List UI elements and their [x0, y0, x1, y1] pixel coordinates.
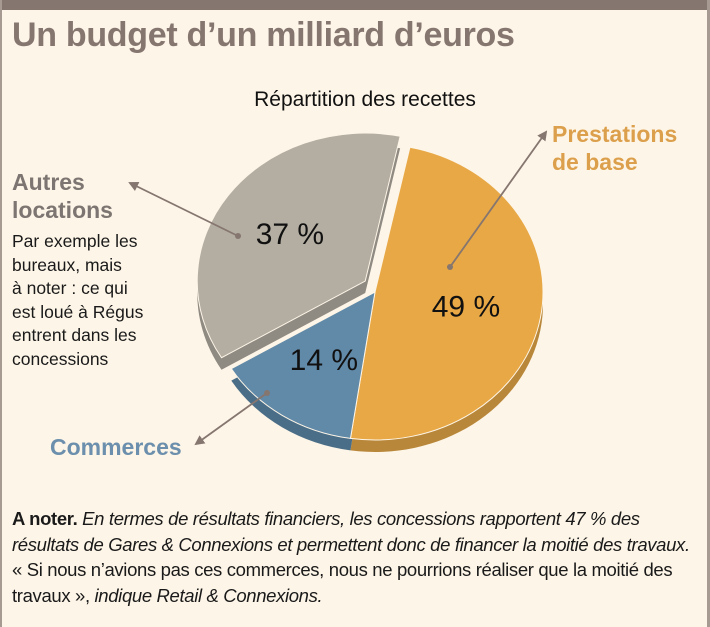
pie-label-prestations-de-base: 49 %: [432, 290, 500, 323]
arrow-prestations: [449, 130, 548, 268]
autres-description: Par exemple les bureaux, mais à noter : …: [12, 230, 192, 371]
desc-line: à noter : ce qui: [12, 278, 128, 298]
legend-prestations-line1: Prestations: [552, 121, 678, 147]
pie-label-commerces: 14 %: [290, 344, 358, 377]
desc-line: est loué à Régus: [12, 301, 144, 322]
arrow-autres: [128, 182, 239, 237]
note-lead: A noter.: [12, 508, 78, 529]
legend-commerces: Commerces: [50, 434, 182, 460]
arrow-commerces: [194, 392, 268, 446]
frame-top-bar: [0, 0, 710, 10]
arrow-commerces-dot: [264, 390, 270, 396]
legend-autres-line2: locations: [12, 197, 113, 223]
pie-slice-prestations-de-base: [349, 146, 544, 441]
chart-title: Répartition des recettes: [254, 88, 476, 111]
legend-prestations-line2: de base: [552, 149, 638, 175]
desc-line: entrent dans les: [12, 325, 137, 345]
desc-line: bureaux, mais: [12, 254, 122, 275]
note-italic-2: indique Retail & Connexions.: [89, 584, 323, 606]
pie-label-autres-locations: 37 %: [256, 218, 324, 251]
legend-prestations-de-base: Prestations de base: [552, 120, 677, 176]
frame-right-border: [707, 0, 710, 627]
note-quote: « Si nous n’avions pas ces commerces, no…: [12, 559, 673, 606]
footnote: A noter. En termes de résultats financie…: [12, 506, 702, 608]
frame-left-border: [0, 0, 2, 627]
pie-slice-commerces: [230, 291, 376, 439]
desc-line: concessions: [12, 348, 109, 369]
desc-line: Par exemple les: [12, 231, 138, 251]
pie-slice-autres-locations: [196, 132, 401, 359]
note-italic-1: En termes de résultats financiers, les c…: [12, 508, 690, 555]
arrow-prestations-dot: [447, 264, 453, 270]
page-title: Un budget d’un milliard d’euros: [12, 16, 515, 54]
legend-autres-locations: Autres locations: [12, 168, 113, 224]
legend-autres-line1: Autres: [12, 169, 85, 195]
arrow-autres-dot: [235, 233, 241, 239]
